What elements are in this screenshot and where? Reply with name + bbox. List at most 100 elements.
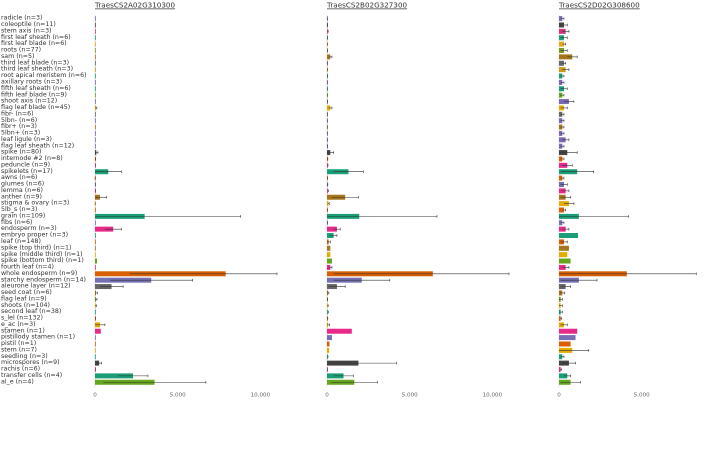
bar bbox=[559, 341, 571, 347]
category-label: axillary roots (n=3) bbox=[1, 79, 62, 86]
category-label: flag leaf (n=9) bbox=[1, 295, 47, 302]
bar bbox=[95, 245, 96, 251]
category-label: leaf (n=148) bbox=[1, 238, 41, 245]
category-label: glumes (n=6) bbox=[1, 181, 44, 188]
category-label: spike (middle third) (n=1) bbox=[1, 251, 83, 258]
category-label: starchy endosperm (n=14) bbox=[1, 276, 86, 283]
category-label: stem (n=7) bbox=[1, 346, 37, 353]
bar bbox=[95, 118, 96, 124]
category-label: shoot axis (n=12) bbox=[1, 98, 57, 105]
bar bbox=[95, 35, 96, 41]
bar bbox=[327, 347, 330, 353]
bar bbox=[559, 373, 568, 379]
bar bbox=[95, 73, 96, 79]
category-label: third leaf sheath (n=3) bbox=[1, 66, 73, 73]
category-label: endosperm (n=3) bbox=[1, 225, 57, 232]
bar bbox=[559, 79, 563, 85]
category-label: spike (n=80) bbox=[1, 149, 42, 156]
category-label: peduncle (n=9) bbox=[1, 161, 50, 168]
category-label: embryo proper (n=3) bbox=[1, 232, 68, 239]
category-label: 5lbn- (n=6) bbox=[1, 117, 37, 124]
bar bbox=[559, 354, 563, 360]
category-label: e_ac (n=3) bbox=[1, 321, 36, 328]
bar bbox=[95, 86, 96, 92]
bar bbox=[327, 226, 337, 232]
bar bbox=[95, 258, 97, 264]
bar bbox=[327, 245, 331, 251]
category-label: fibr- (n=6) bbox=[1, 110, 34, 117]
bar bbox=[327, 328, 352, 334]
category-label: stigma & ovary (n=3) bbox=[1, 200, 69, 207]
bar bbox=[559, 156, 563, 162]
bar bbox=[327, 341, 330, 347]
bar bbox=[95, 28, 96, 34]
bar bbox=[559, 233, 579, 239]
bar bbox=[559, 60, 564, 66]
bar bbox=[95, 239, 96, 245]
category-label: fibr+ (n=3) bbox=[1, 123, 37, 130]
category-label: sam (n=5) bbox=[1, 53, 34, 60]
panel-title: TraesCS2A02G310300 bbox=[94, 1, 176, 10]
bar bbox=[95, 137, 96, 143]
bar bbox=[559, 245, 569, 251]
category-label: root apical meristem (n=6) bbox=[1, 72, 87, 79]
category-label: second leaf (n=38) bbox=[1, 308, 61, 315]
bar bbox=[95, 60, 96, 66]
category-label: fifth leaf blade (n=9) bbox=[1, 91, 67, 98]
category-label: flag leaf blade (n=45) bbox=[1, 104, 70, 111]
bar bbox=[95, 143, 96, 149]
x-tick-label: 5,000 bbox=[402, 393, 418, 399]
bar bbox=[95, 16, 96, 22]
bar bbox=[95, 264, 96, 270]
x-tick-label: 0 bbox=[93, 393, 97, 399]
bar bbox=[559, 92, 563, 98]
bar bbox=[95, 124, 96, 130]
bar bbox=[559, 252, 568, 258]
bar bbox=[559, 175, 563, 181]
category-label: fourth leaf (n=4) bbox=[1, 264, 54, 271]
category-label: 5lbn+ (n=3) bbox=[1, 130, 40, 137]
bar bbox=[559, 130, 563, 136]
bar bbox=[559, 143, 563, 149]
x-tick-label: 0 bbox=[557, 393, 561, 399]
category-label: seedling (n=3) bbox=[1, 353, 48, 360]
panel-title: TraesCS2D02G308600 bbox=[558, 1, 640, 10]
bar bbox=[559, 16, 563, 22]
panel: TraesCS2B02G327300 0 5,000 10,000 bbox=[325, 1, 510, 399]
bar bbox=[559, 124, 563, 130]
category-label: awns (n=6) bbox=[1, 174, 37, 181]
category-label: rachis (n=6) bbox=[1, 366, 40, 373]
bar bbox=[559, 41, 564, 47]
panel-title: TraesCS2B02G327300 bbox=[326, 1, 408, 10]
bar bbox=[95, 335, 96, 341]
bar bbox=[95, 99, 96, 105]
bar bbox=[95, 92, 96, 98]
category-label: lemma (n=6) bbox=[1, 187, 43, 194]
category-label: grain (n=109) bbox=[1, 212, 45, 219]
x-tick-label: 0 bbox=[325, 393, 329, 399]
panel: TraesCS2A02G310300 0 5,000 10,000 bbox=[93, 1, 278, 399]
bar bbox=[327, 252, 331, 258]
category-label: flag leaf sheath (n=12) bbox=[1, 142, 74, 149]
category-label: fibs (n=6) bbox=[1, 219, 32, 226]
bar bbox=[95, 226, 114, 232]
bar bbox=[95, 233, 96, 239]
x-tick-label: 5,000 bbox=[170, 393, 186, 399]
bar bbox=[95, 354, 96, 360]
category-label: spikelets (n=17) bbox=[1, 168, 53, 175]
category-label: al_e (n=4) bbox=[1, 378, 34, 385]
bar bbox=[95, 341, 96, 347]
category-label: s_lel (n=132) bbox=[1, 315, 43, 322]
category-label: fifth leaf sheath (n=6) bbox=[1, 85, 71, 92]
bar bbox=[95, 220, 96, 226]
bar bbox=[95, 41, 96, 47]
bar bbox=[95, 328, 101, 334]
category-label: leaf ligule (n=3) bbox=[1, 136, 52, 143]
bar bbox=[559, 220, 563, 226]
bar bbox=[95, 22, 96, 28]
bar bbox=[95, 67, 96, 73]
category-label: 5lb_s (n=3) bbox=[1, 206, 37, 213]
